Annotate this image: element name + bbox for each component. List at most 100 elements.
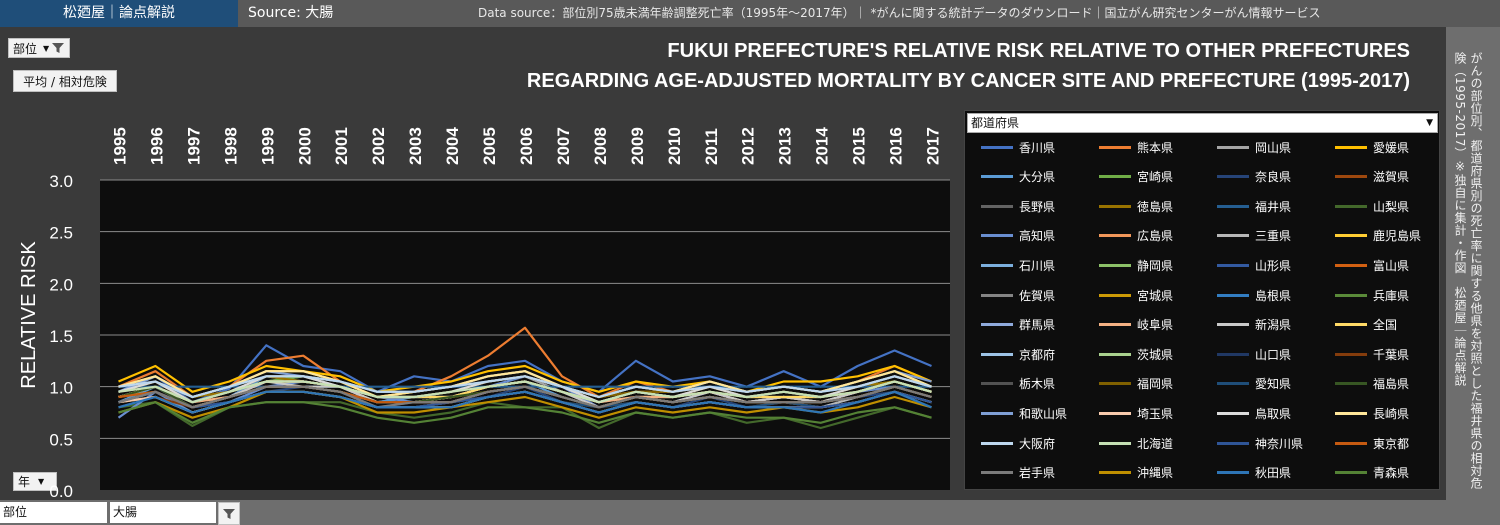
legend-label: 岡山県	[1255, 140, 1292, 155]
x-tick-label: 2001	[332, 127, 351, 165]
legend-item: 東京都	[1335, 435, 1409, 451]
legend-item: 石川県	[981, 257, 1055, 273]
x-tick-label: 2010	[665, 127, 684, 165]
legend-swatch	[1335, 352, 1367, 356]
legend-item: 岡山県	[1217, 139, 1291, 155]
source-label: Source: 大腸	[248, 5, 334, 21]
legend-label: 宮城県	[1137, 288, 1174, 303]
legend-item: 長野県	[981, 198, 1055, 214]
legend-item: 兵庫県	[1335, 287, 1409, 303]
x-tick-label: 1998	[221, 127, 240, 165]
legend-swatch	[1099, 293, 1131, 297]
site-filter-button[interactable]: 部位 ▼	[8, 38, 70, 58]
dropdown-arrow-icon: ▼	[38, 477, 45, 486]
legend-item: 宮城県	[1099, 287, 1173, 303]
year-filter-label: 年	[18, 475, 31, 489]
legend-label: 福岡県	[1137, 377, 1174, 392]
legend-swatch	[981, 382, 1013, 386]
legend-item: 新潟県	[1217, 317, 1291, 333]
y-tick-label: 1.5	[49, 327, 73, 346]
legend-swatch	[1217, 352, 1249, 356]
x-tick-label: 2009	[628, 127, 647, 165]
legend-item: 千葉県	[1335, 346, 1409, 362]
legend-label: 千葉県	[1373, 347, 1410, 362]
legend-label: 秋田県	[1255, 466, 1292, 481]
legend-item: 鳥取県	[1217, 405, 1291, 421]
legend-label: 岩手県	[1019, 466, 1056, 481]
legend-swatch	[1099, 411, 1131, 415]
legend-item: 大分県	[981, 169, 1055, 185]
legend-label: 高知県	[1019, 229, 1056, 244]
legend-swatch	[1099, 145, 1131, 149]
series-line	[118, 380, 932, 404]
legend-label: 和歌山県	[1019, 406, 1068, 421]
data-source-label: Data source：部位別75歳未満年齢調整死亡率（1995年～2017年）…	[478, 6, 1321, 20]
legend-swatch	[1099, 352, 1131, 356]
header-bar: 松廼屋｜論点解説 Source: 大腸 Data source：部位別75歳未満…	[0, 0, 1500, 27]
legend-label: 東京都	[1373, 436, 1410, 451]
filter-icon	[223, 508, 235, 519]
x-tick-label: 2012	[739, 127, 758, 165]
legend-swatch	[981, 352, 1013, 356]
legend-swatch	[1217, 441, 1249, 445]
legend-swatch	[981, 471, 1013, 475]
series-line	[118, 401, 932, 424]
legend-swatch	[1099, 382, 1131, 386]
legend-item: 鹿児島県	[1335, 228, 1421, 244]
x-tick-label: 1997	[184, 127, 203, 165]
legend-label: 埼玉県	[1137, 406, 1174, 421]
prefecture-filter-dropdown[interactable]: 都道府県 ▼	[967, 113, 1438, 133]
average-relative-risk-button[interactable]: 平均 / 相対危険	[13, 70, 117, 92]
dropdown-arrow-icon: ▼	[43, 43, 50, 53]
x-tick-label: 1999	[258, 127, 277, 165]
x-tick-label: 1995	[110, 127, 129, 165]
legend-label: 香川県	[1019, 140, 1056, 155]
legend-item: 山梨県	[1335, 198, 1409, 214]
legend-swatch	[1335, 204, 1367, 208]
side-note: がんの部位別、都道府県別の死亡率に関する他県を対照とした福井県の相対危険（199…	[1453, 52, 1483, 490]
legend-swatch	[1335, 471, 1367, 475]
legend-label: 山梨県	[1373, 199, 1410, 214]
x-tick-label: 2000	[295, 127, 314, 165]
legend-label: 新潟県	[1255, 318, 1292, 333]
chart-title-line1: FUKUI PREFECTURE'S RELATIVE RISK RELATIV…	[667, 40, 1410, 62]
series-line	[118, 390, 932, 414]
legend-item: 三重県	[1217, 228, 1291, 244]
line-chart: 0.0 0.5 1.0 1.5 2.0 2.5 3.0 RELATIVE RISK 1995 19…	[18, 127, 950, 500]
legend-swatch	[1217, 411, 1249, 415]
legend-swatch	[1099, 234, 1131, 238]
legend-label: 広島県	[1137, 229, 1174, 244]
legend-swatch	[1099, 263, 1131, 267]
legend-label: 島根県	[1255, 288, 1292, 303]
year-filter-button[interactable]: 年 ▼	[13, 472, 57, 491]
legend-swatch	[981, 323, 1013, 327]
y-tick-label: 0.0	[49, 482, 73, 500]
brand-label: 松廼屋｜論点解説	[0, 0, 238, 27]
legend-swatch	[1217, 175, 1249, 179]
legend-swatch	[1217, 263, 1249, 267]
x-tick-label: 2013	[776, 127, 795, 165]
x-tick-label: 2004	[443, 127, 462, 165]
legend-label: 三重県	[1255, 229, 1292, 244]
legend-item: 広島県	[1099, 228, 1173, 244]
legend-swatch	[981, 293, 1013, 297]
legend-item: 埼玉県	[1099, 405, 1173, 421]
x-tick-label: 2002	[369, 127, 388, 165]
legend-label: 北海道	[1137, 436, 1174, 451]
y-tick-label: 1.0	[49, 379, 73, 398]
legend-label: 石川県	[1019, 258, 1056, 273]
legend-swatch	[1099, 441, 1131, 445]
legend-label: 滋賀県	[1373, 170, 1410, 185]
legend-label: 静岡県	[1137, 258, 1174, 273]
legend-label: 大阪府	[1019, 436, 1056, 451]
footer-filter-button[interactable]	[218, 502, 240, 525]
legend-label: 長野県	[1019, 199, 1056, 214]
legend-swatch	[1217, 323, 1249, 327]
legend-item: 山形県	[1217, 257, 1291, 273]
legend-label: 沖縄県	[1137, 466, 1174, 481]
legend-label: 福井県	[1255, 199, 1292, 214]
footer-bar	[0, 500, 1500, 525]
legend-swatch	[1217, 234, 1249, 238]
legend-label: 佐賀県	[1019, 288, 1056, 303]
legend-label: 山口県	[1255, 347, 1292, 362]
